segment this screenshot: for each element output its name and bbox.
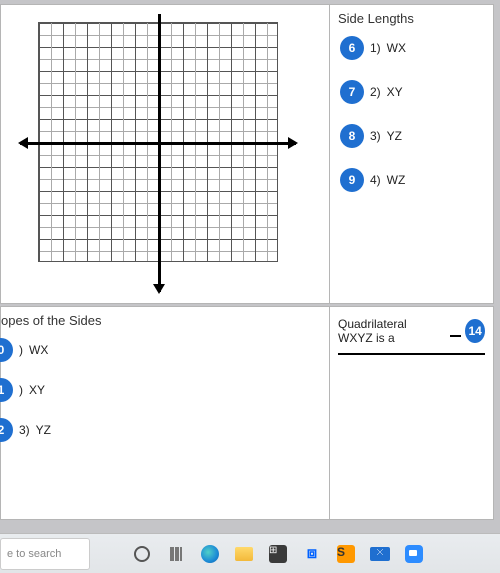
length-item-wz: 9 4) WZ	[340, 168, 485, 192]
item-label: XY	[29, 383, 45, 397]
side-lengths-panel: Side Lengths 6 1) WX 7 2) XY 8 3) YZ	[330, 4, 494, 304]
blank	[450, 325, 462, 337]
dropbox-icon[interactable]: ⧈	[300, 542, 324, 566]
mail-icon[interactable]	[368, 542, 392, 566]
quadrilateral-panel: Quadrilateral WXYZ is a 14	[330, 306, 494, 520]
ms-store-icon[interactable]: ⊞	[266, 542, 290, 566]
screen: Side Lengths 6 1) WX 7 2) XY 8 3) YZ	[0, 0, 500, 573]
slope-item-wx: 0 ) WX	[1, 338, 321, 362]
edge-icon[interactable]	[198, 542, 222, 566]
answer-badge[interactable]: 8	[340, 124, 364, 148]
row-bottom: opes of the Sides 0 ) WX 1 ) XY 2 3) YZ	[0, 306, 494, 520]
zoom-icon[interactable]	[402, 542, 426, 566]
slope-item-xy: 1 ) XY	[1, 378, 321, 402]
side-lengths-title: Side Lengths	[338, 11, 485, 26]
taskbar-icons: ⊞ ⧈ S	[130, 542, 426, 566]
item-label: WX	[387, 41, 406, 55]
answer-badge[interactable]: 9	[340, 168, 364, 192]
item-number: 3)	[370, 129, 381, 143]
slopes-title: opes of the Sides	[1, 313, 321, 328]
length-item-xy: 7 2) XY	[340, 80, 485, 104]
worksheet-area: Side Lengths 6 1) WX 7 2) XY 8 3) YZ	[0, 0, 500, 520]
item-number: )	[19, 383, 23, 397]
quad-text: Quadrilateral WXYZ is a	[338, 317, 444, 345]
search-placeholder: e to search	[7, 548, 61, 560]
row-top: Side Lengths 6 1) WX 7 2) XY 8 3) YZ	[0, 4, 494, 304]
item-number: 2)	[370, 85, 381, 99]
cortana-icon[interactable]	[130, 542, 154, 566]
slope-item-yz: 2 3) YZ	[1, 418, 321, 442]
sublime-icon[interactable]: S	[334, 542, 358, 566]
answer-line	[338, 349, 485, 355]
quad-statement: Quadrilateral WXYZ is a 14	[338, 317, 485, 345]
slopes-panel: opes of the Sides 0 ) WX 1 ) XY 2 3) YZ	[0, 306, 330, 520]
y-axis	[158, 14, 161, 292]
item-label: YZ	[387, 129, 402, 143]
item-label: YZ	[36, 423, 51, 437]
task-view-icon[interactable]	[164, 542, 188, 566]
item-label: XY	[387, 85, 403, 99]
item-number: 4)	[370, 173, 381, 187]
coordinate-grid-cell	[0, 4, 330, 304]
length-item-wx: 6 1) WX	[340, 36, 485, 60]
item-number: 3)	[19, 423, 30, 437]
taskbar: e to search ⊞ ⧈ S	[0, 533, 500, 573]
coordinate-grid	[20, 14, 310, 294]
item-number: )	[19, 343, 23, 357]
answer-badge[interactable]: 7	[340, 80, 364, 104]
answer-badge[interactable]: 0	[0, 338, 13, 362]
answer-badge[interactable]: 14	[465, 319, 485, 343]
item-label: WZ	[387, 173, 406, 187]
answer-badge[interactable]: 6	[340, 36, 364, 60]
length-item-yz: 8 3) YZ	[340, 124, 485, 148]
file-explorer-icon[interactable]	[232, 542, 256, 566]
answer-badge[interactable]: 1	[0, 378, 13, 402]
answer-badge[interactable]: 2	[0, 418, 13, 442]
search-box[interactable]: e to search	[0, 538, 90, 570]
item-label: WX	[29, 343, 48, 357]
item-number: 1)	[370, 41, 381, 55]
